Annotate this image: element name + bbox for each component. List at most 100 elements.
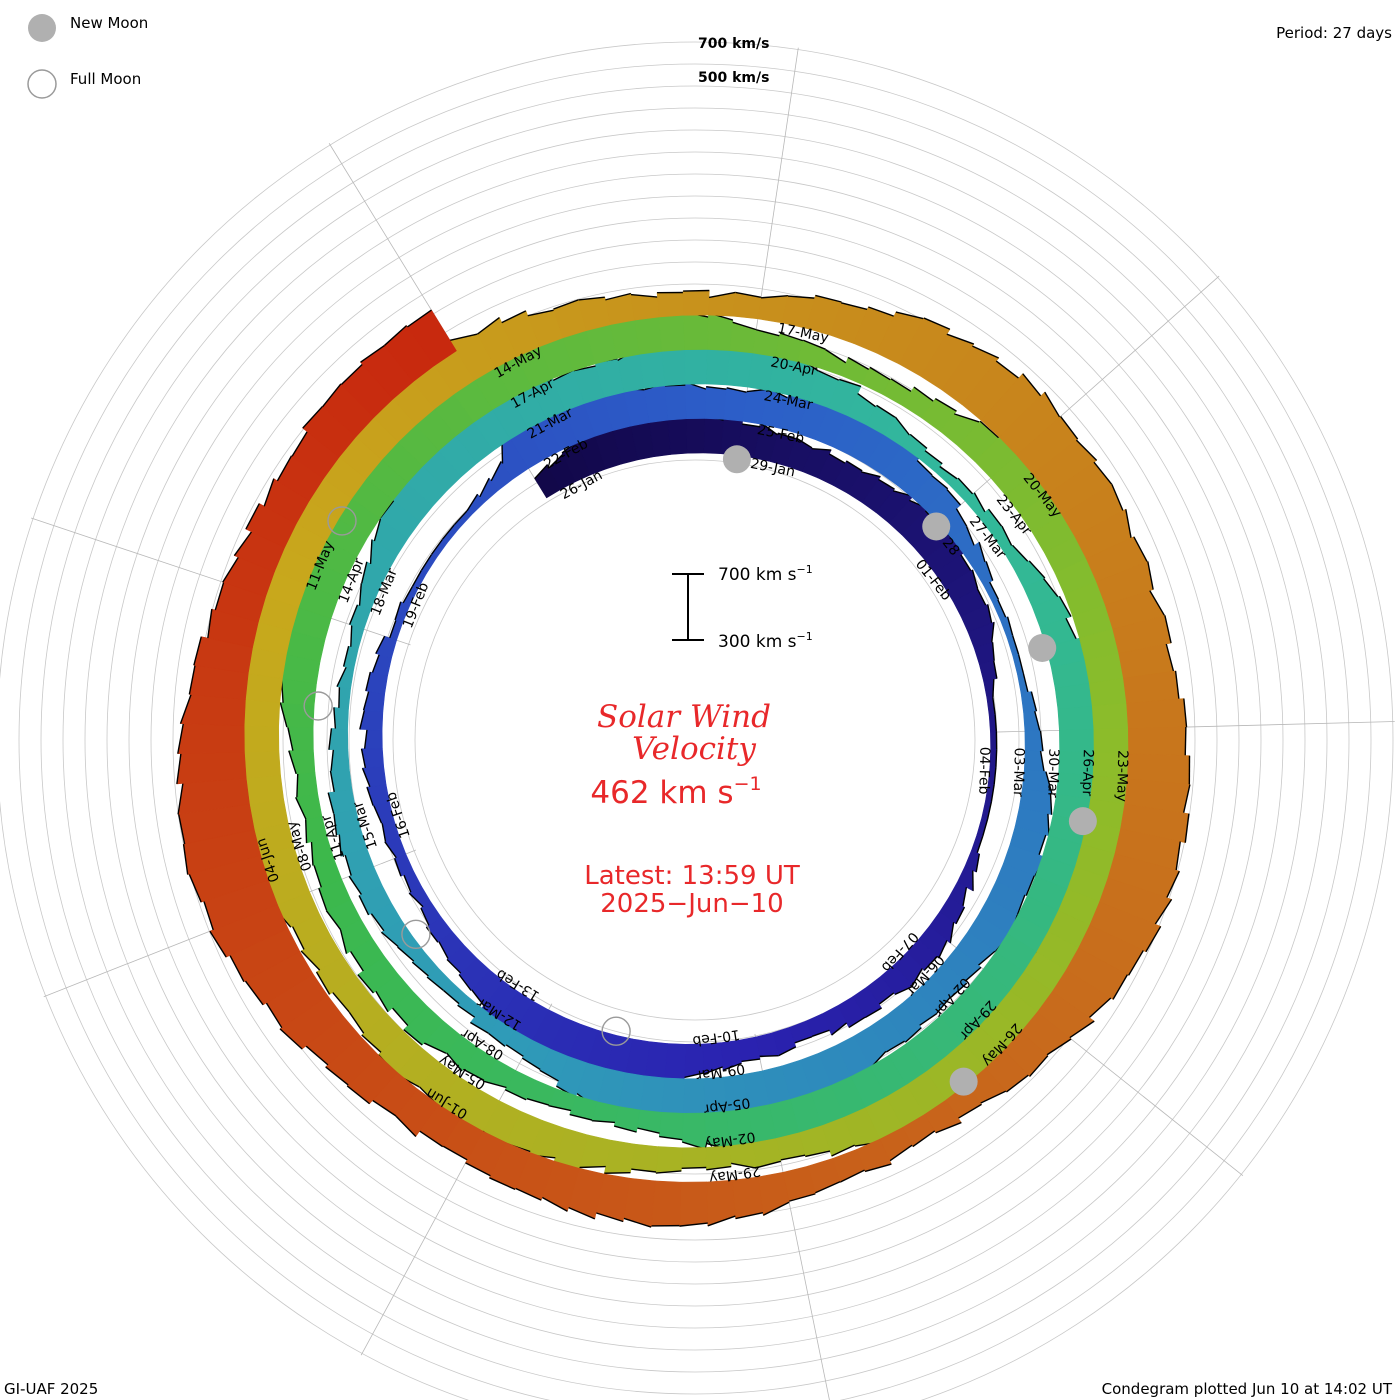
velocity-outline	[245, 503, 260, 530]
velocity-outline	[371, 654, 380, 673]
velocity-outline	[333, 707, 337, 729]
velocity-outline	[362, 691, 370, 711]
velocity-outline	[548, 1105, 572, 1112]
velocity-segment	[705, 1145, 732, 1171]
velocity-segment	[177, 723, 245, 754]
velocity-outline	[445, 1052, 463, 1072]
velocity-outline	[630, 1168, 657, 1173]
velocity-outline	[515, 1187, 542, 1201]
velocity-outline	[521, 1057, 541, 1071]
velocity-outline	[328, 728, 333, 750]
velocity-outline	[479, 477, 490, 498]
velocity-segment	[630, 294, 660, 321]
velocity-outline	[442, 1145, 468, 1161]
velocity-outline	[501, 310, 527, 324]
velocity-outline	[936, 996, 952, 1014]
scale-bottom-label: 500 km/s	[698, 70, 769, 86]
new-moon-legend-icon	[28, 14, 56, 42]
velocity-outline	[366, 786, 374, 806]
velocity-outline	[505, 1044, 524, 1057]
velocity-segment	[1128, 726, 1187, 756]
velocity-outline	[997, 599, 1007, 618]
velocity-outline	[986, 801, 993, 820]
velocity-outline	[894, 416, 911, 436]
velocity-outline	[375, 635, 386, 654]
velocity-outline	[991, 642, 995, 661]
velocity-outline	[1006, 1074, 1029, 1093]
velocity-outline	[389, 620, 397, 639]
velocity-outline	[878, 992, 895, 1005]
velocity-outline	[707, 1215, 736, 1227]
velocity-outline	[375, 990, 389, 1013]
velocity-outline	[939, 465, 958, 480]
velocity-outline	[1046, 1038, 1072, 1056]
velocity-segment	[1003, 844, 1046, 877]
velocity-segment	[577, 296, 611, 331]
velocity-outline	[946, 488, 962, 506]
velocity-segment	[971, 833, 984, 854]
velocity-outline	[408, 892, 424, 908]
velocity-outline	[279, 702, 288, 728]
velocity-outline	[846, 460, 863, 472]
velocity-outline	[890, 378, 912, 393]
velocity-outline	[327, 792, 335, 814]
velocity-outline	[477, 317, 500, 335]
velocity-segment	[613, 1106, 641, 1133]
velocity-segment	[1126, 698, 1187, 729]
velocity-outline	[265, 1002, 283, 1029]
velocity-segment	[209, 904, 289, 958]
velocity-outline	[548, 453, 564, 469]
velocity-outline	[955, 906, 966, 925]
velocity-outline	[300, 950, 321, 971]
chart-title-line1: Solar Wind	[597, 699, 771, 735]
velocity-outline	[992, 697, 996, 715]
velocity-outline	[950, 982, 968, 998]
velocity-outline	[244, 980, 264, 1006]
velocity-outline	[604, 1171, 631, 1174]
velocity-outline	[1039, 750, 1045, 772]
velocity-outline	[735, 291, 762, 298]
footer-credit: GI-UAF 2025	[4, 1380, 98, 1398]
velocity-outline	[735, 1212, 764, 1220]
date-label: 23-May	[1113, 750, 1130, 802]
velocity-segment	[361, 561, 388, 592]
velocity-outline	[279, 1028, 303, 1050]
velocity-outline	[605, 292, 631, 301]
velocity-outline	[919, 1012, 938, 1027]
velocity-segment	[843, 1107, 882, 1147]
velocity-outline	[787, 295, 815, 299]
velocity-segment	[603, 1139, 636, 1174]
velocity-segment	[898, 317, 951, 377]
velocity-segment	[349, 604, 371, 630]
velocity-outline	[973, 492, 986, 513]
velocity-segment	[279, 702, 315, 729]
velocity-outline	[1154, 898, 1173, 925]
velocity-segment	[920, 333, 975, 391]
velocity-outline	[1029, 1055, 1049, 1077]
velocity-outline	[360, 344, 386, 363]
velocity-outline	[489, 1177, 516, 1191]
velocity-outline	[992, 679, 995, 698]
velocity-outline	[534, 464, 548, 480]
velocity-segment	[802, 448, 832, 479]
velocity-outline	[591, 1119, 616, 1124]
velocity-outline	[372, 1099, 397, 1117]
velocity-outline	[348, 604, 359, 625]
velocity-outline	[1030, 691, 1038, 712]
velocity-segment	[556, 1056, 588, 1098]
velocity-outline	[730, 1162, 757, 1169]
velocity-outline	[348, 875, 362, 895]
velocity-segment	[655, 1146, 683, 1174]
velocity-outline	[222, 556, 239, 583]
date-label: 26-Apr	[1079, 749, 1096, 796]
velocity-segment	[921, 398, 957, 432]
velocity-outline	[527, 309, 555, 317]
velocity-outline	[393, 858, 402, 877]
date-label: 05-Apr	[702, 1094, 751, 1117]
velocity-outline	[360, 561, 368, 584]
velocity-outline	[369, 539, 373, 564]
velocity-outline	[203, 901, 214, 931]
velocity-outline	[971, 569, 979, 589]
velocity-outline	[338, 686, 341, 708]
velocity-outline	[361, 1034, 382, 1053]
